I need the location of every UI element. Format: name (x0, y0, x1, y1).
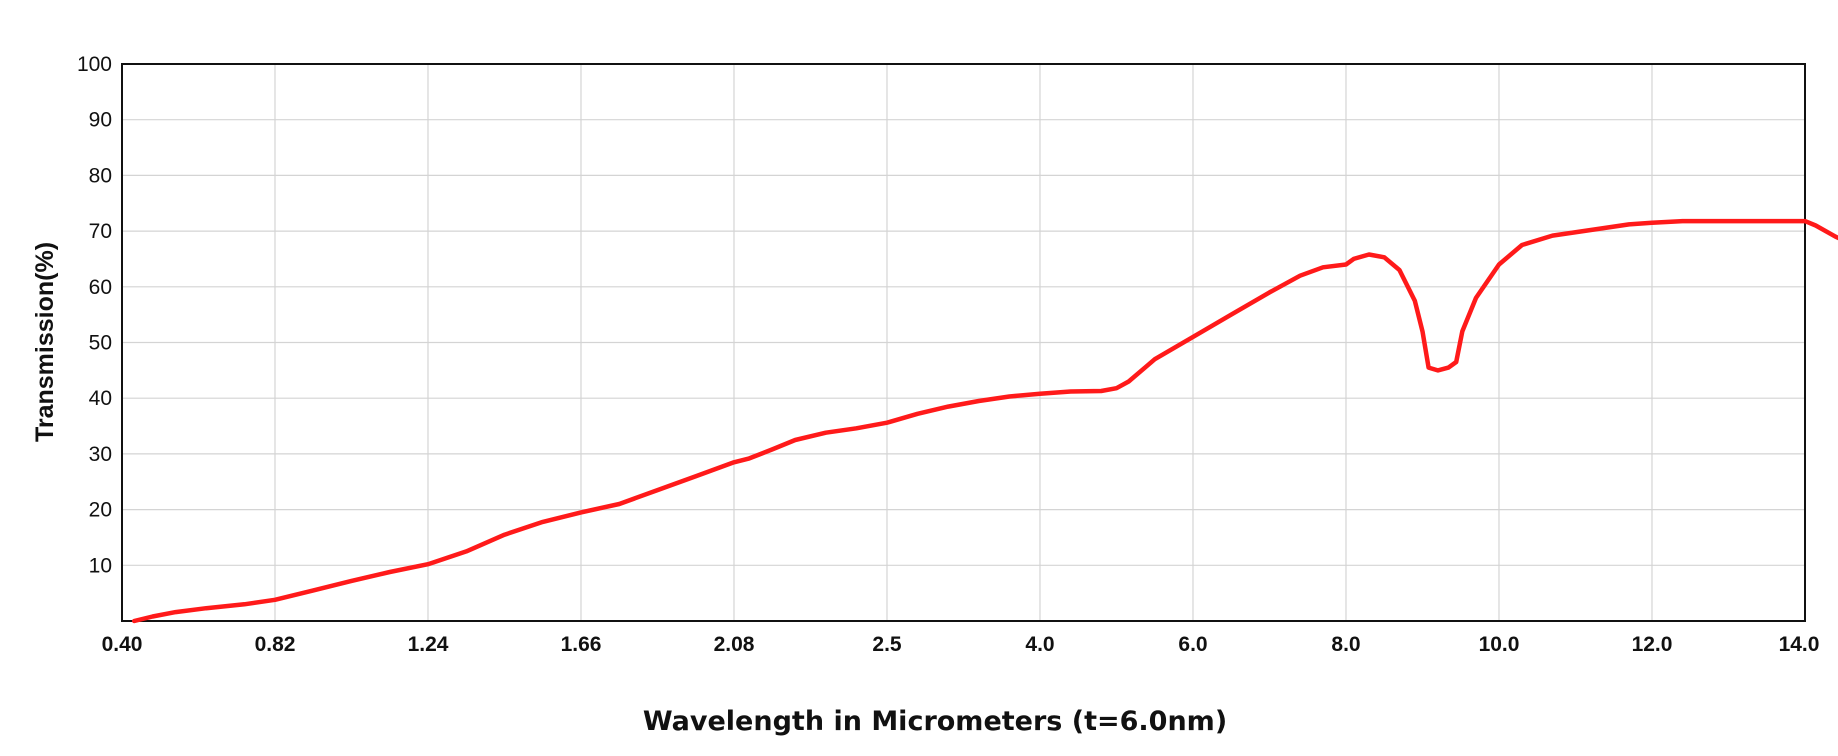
y-tick-label: 10 (89, 554, 112, 577)
y-tick-label: 60 (89, 276, 112, 299)
x-tick-label: 0.82 (255, 633, 296, 656)
y-tick-label: 80 (89, 164, 112, 187)
x-tick-label: 8.0 (1331, 633, 1360, 656)
y-tick-label: 70 (89, 220, 112, 243)
x-tick-label: 2.5 (872, 633, 902, 656)
y-tick-label: 90 (89, 109, 112, 132)
y-tick-label: 20 (89, 499, 112, 522)
x-tick-label: 12.0 (1632, 633, 1673, 656)
y-tick-label: 50 (89, 332, 112, 355)
y-axis-label: Transmission(%) (31, 242, 59, 442)
y-tick-labels: 10 20 30 40 50 60 70 80 90 100 (77, 53, 112, 577)
x-tick-label: 0.40 (102, 633, 143, 656)
x-tick-label: 6.0 (1178, 633, 1207, 656)
x-axis-label: Wavelength in Micrometers (t=6.0nm) (643, 706, 1227, 737)
x-tick-label: 2.08 (714, 633, 755, 656)
plot-frame (121, 63, 1806, 622)
x-tick-label: 10.0 (1479, 633, 1520, 656)
transmission-line (131, 218, 1838, 624)
x-tick-label: 1.24 (408, 633, 449, 656)
x-tick-labels: 0.40 0.82 1.24 1.66 2.08 2.5 4.0 6.0 8.0 10.0 12.0… (102, 633, 1820, 656)
y-tick-label: 40 (89, 387, 112, 410)
y-tick-label: 100 (77, 53, 112, 76)
y-tick-label: 30 (89, 443, 112, 466)
x-tick-label: 1.66 (561, 633, 602, 656)
x-tick-label: 4.0 (1025, 633, 1054, 656)
grid-lines (122, 63, 1805, 621)
x-tick-label: 14.0 (1779, 633, 1820, 656)
